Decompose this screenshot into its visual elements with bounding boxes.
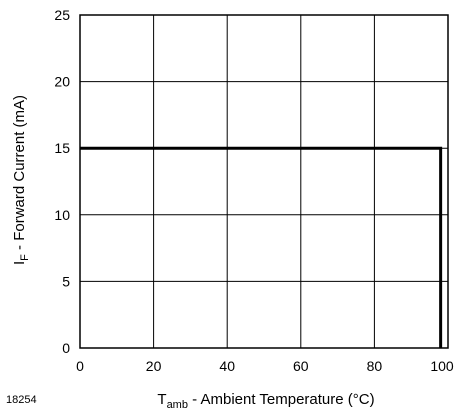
x-tick-label-1: 20	[146, 358, 162, 374]
x-tick-labels: 0 20 40 60 80 100	[76, 358, 454, 374]
x-tick-label-5: 100	[430, 358, 454, 374]
y-tick-label-1: 5	[62, 273, 70, 289]
y-tick-labels: 0 5 10 15 20 25	[54, 7, 70, 356]
y-tick-label-3: 15	[54, 140, 70, 156]
x-tick-label-2: 40	[219, 358, 235, 374]
figure-id: 18254	[6, 394, 37, 406]
series-line-0	[80, 146, 443, 348]
y-tick-label-5: 25	[54, 7, 70, 23]
plot-frame	[79, 14, 449, 349]
grid-lines	[80, 15, 448, 348]
y-axis-label: IF - Forward Current (mA)	[11, 95, 31, 265]
x-tick-label-3: 60	[293, 358, 309, 374]
series-layer	[80, 146, 443, 348]
y-tick-label-4: 20	[54, 74, 70, 90]
x-axis-label: Tamb - Ambient Temperature (°C)	[157, 391, 374, 411]
y-tick-label-2: 10	[54, 207, 70, 223]
x-tick-label-4: 80	[367, 358, 383, 374]
x-tick-label-0: 0	[76, 358, 84, 374]
y-tick-label-0: 0	[62, 340, 70, 356]
